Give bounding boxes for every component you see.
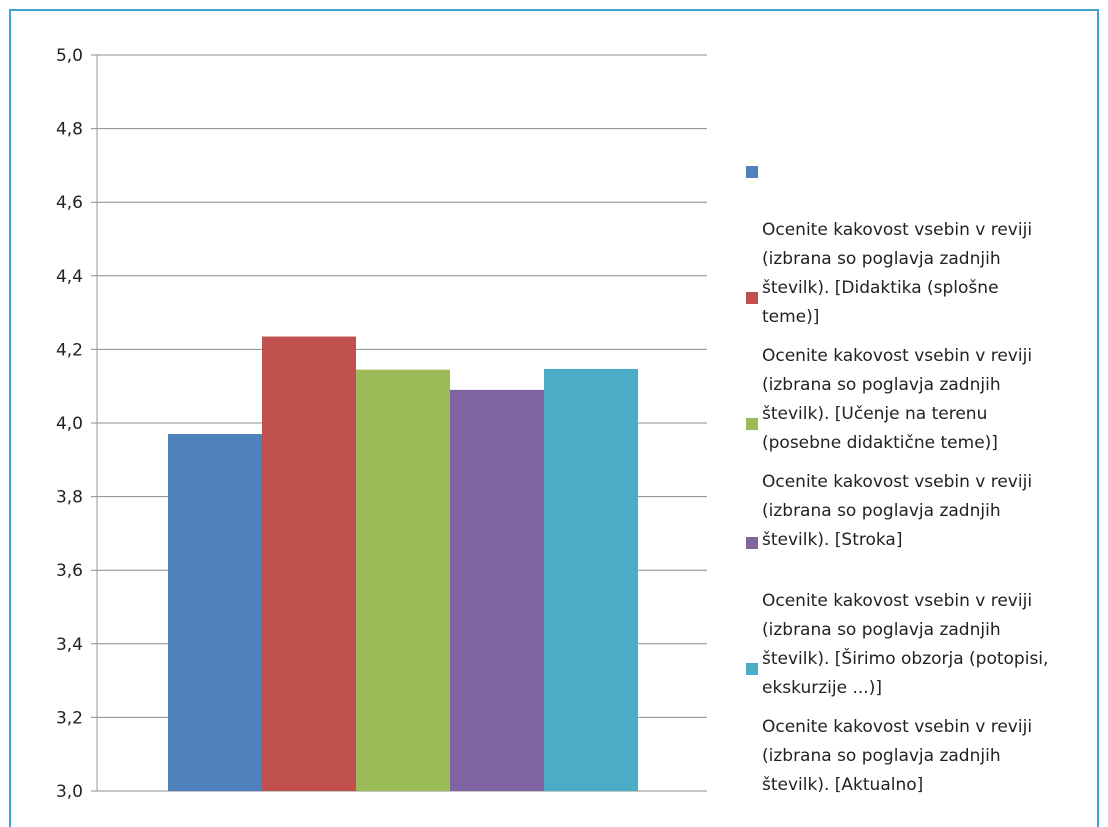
y-tick-label: 4,4 bbox=[56, 267, 83, 287]
legend-item-didaktika: Ocenite kakovost vsebin v reviji (izbran… bbox=[746, 158, 1086, 327]
y-tick-label: 4,8 bbox=[56, 120, 83, 140]
bar-series-5 bbox=[544, 368, 638, 791]
bar-series-2 bbox=[262, 336, 356, 791]
chart-frame bbox=[9, 9, 1099, 827]
bar-series-4 bbox=[450, 389, 544, 791]
legend-swatch bbox=[746, 663, 758, 675]
y-axis-tick-labels: 3,0 3,2 3,4 3,6 3,8 4,0 4,2 4,4 4,6 4,8 5,0 bbox=[56, 46, 83, 802]
y-tick-label: 4,2 bbox=[56, 340, 83, 360]
bar-series-1 bbox=[168, 434, 262, 791]
legend-swatch bbox=[746, 292, 758, 304]
legend-swatch bbox=[746, 537, 758, 549]
legend: Ocenite kakovost vsebin v reviji (izbran… bbox=[746, 158, 1086, 795]
y-tick-label: 3,0 bbox=[56, 782, 83, 802]
y-tick-label: 5,0 bbox=[56, 46, 83, 66]
y-tick-label: 3,2 bbox=[56, 708, 83, 728]
legend-item-sirimo-obzorja: Ocenite kakovost vsebin v reviji (izbran… bbox=[746, 529, 1086, 698]
legend-label: Ocenite kakovost vsebin v reviji (izbran… bbox=[762, 220, 1033, 327]
legend-label: Ocenite kakovost vsebin v reviji (izbran… bbox=[762, 472, 1033, 550]
bar-series-3 bbox=[356, 369, 450, 791]
y-tick-label: 4,6 bbox=[56, 193, 83, 213]
legend-label: Ocenite kakovost vsebin v reviji (izbran… bbox=[762, 591, 1049, 698]
bars bbox=[168, 336, 638, 791]
legend-item-ucenje-na-terenu: Ocenite kakovost vsebin v reviji (izbran… bbox=[746, 284, 1086, 453]
y-tick-label: 3,8 bbox=[56, 488, 83, 508]
legend-label: Ocenite kakovost vsebin v reviji (izbran… bbox=[762, 346, 1033, 453]
legend-item-stroka: Ocenite kakovost vsebin v reviji (izbran… bbox=[746, 410, 1086, 550]
y-tick-label: 3,4 bbox=[56, 635, 83, 655]
y-tick-label: 3,6 bbox=[56, 561, 83, 581]
legend-swatch bbox=[746, 418, 758, 430]
legend-label: Ocenite kakovost vsebin v reviji (izbran… bbox=[762, 717, 1033, 795]
legend-item-aktualno: Ocenite kakovost vsebin v reviji (izbran… bbox=[746, 655, 1086, 795]
y-tick-label: 4,0 bbox=[56, 414, 83, 434]
legend-swatch bbox=[746, 166, 758, 178]
